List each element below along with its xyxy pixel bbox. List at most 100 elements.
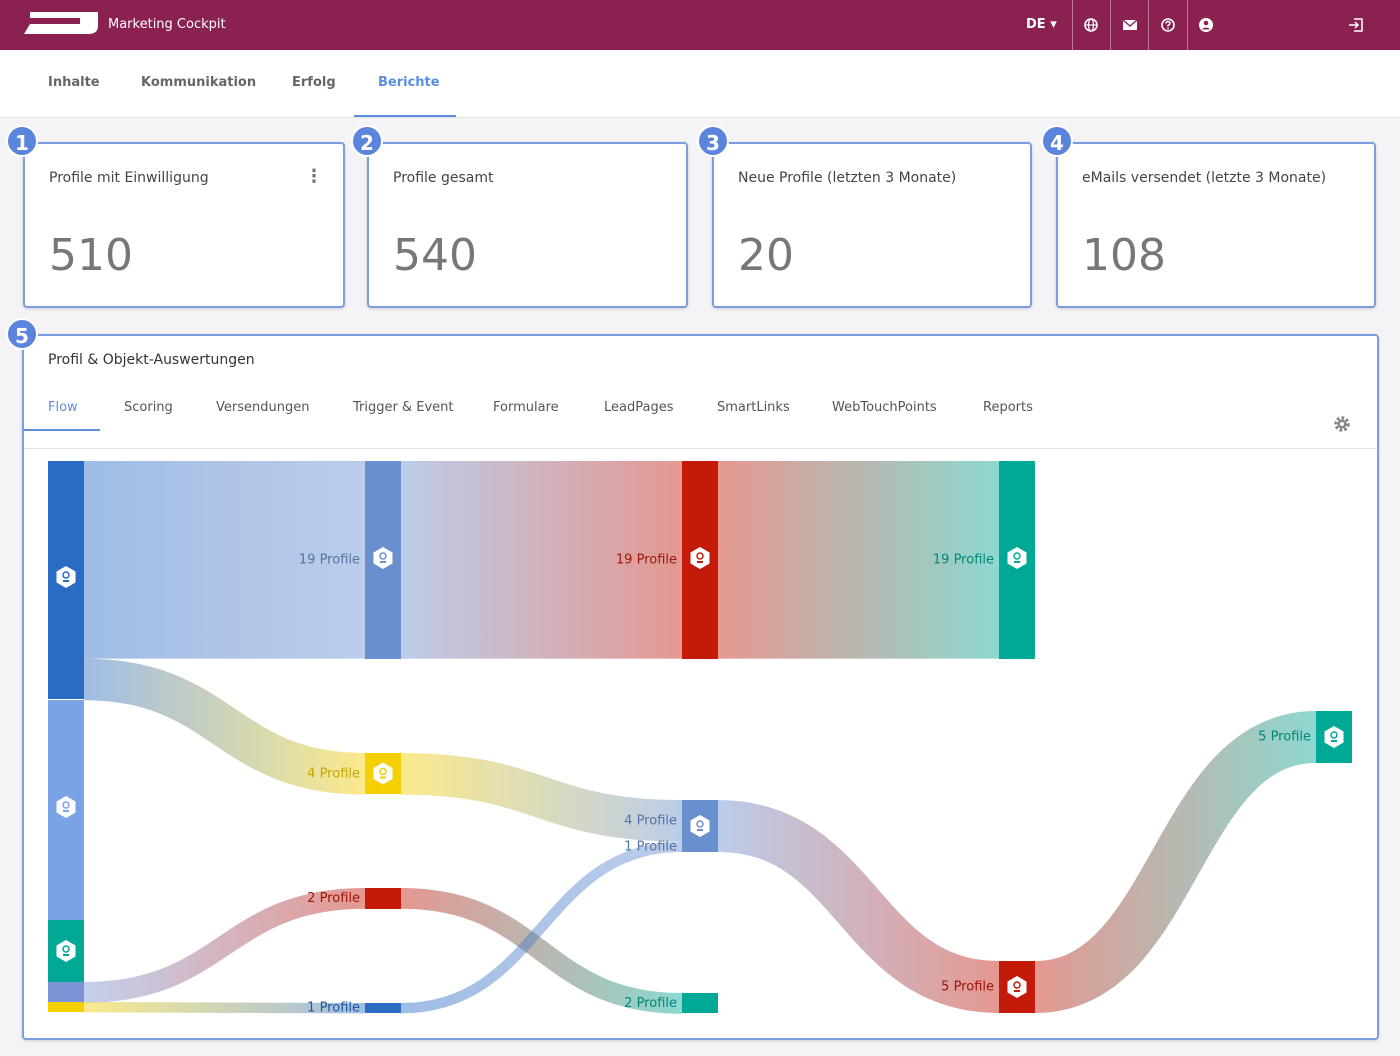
node-icon-base bbox=[1014, 561, 1020, 563]
tab-underline bbox=[354, 115, 456, 117]
language-select[interactable]: DE ▾ bbox=[1026, 17, 1057, 32]
badge: 3 bbox=[697, 125, 729, 157]
nav-tab[interactable]: Erfolg bbox=[292, 75, 336, 90]
kpi-title: eMails versendet (letzte 3 Monate) bbox=[1082, 170, 1327, 186]
panel-tab[interactable]: LeadPages bbox=[604, 400, 674, 415]
flow-label: 1 Profile bbox=[307, 1001, 360, 1016]
flow-link bbox=[400, 888, 683, 1014]
panel-tab[interactable]: Formulare bbox=[493, 400, 559, 415]
node-icon-base bbox=[380, 561, 386, 563]
panel-tab[interactable]: SmartLinks bbox=[717, 400, 790, 415]
node-icon-dot bbox=[379, 552, 387, 560]
kpi-value: 510 bbox=[49, 230, 133, 281]
separator bbox=[1187, 0, 1188, 50]
node-icon-base bbox=[1014, 990, 1020, 992]
node-icon-dot bbox=[1013, 552, 1021, 560]
node-icon bbox=[690, 547, 710, 569]
node-icon bbox=[56, 566, 76, 588]
nav-bar: Inhalte Kommunikation Erfolg Berichte bbox=[0, 50, 1400, 118]
node-icon-dot bbox=[696, 820, 704, 828]
kpi-card: Neue Profile (letzten 3 Monate) 20 bbox=[712, 142, 1032, 308]
node-icon-base bbox=[697, 829, 703, 831]
globe-icon[interactable] bbox=[1083, 17, 1099, 33]
flow-link bbox=[1033, 711, 1318, 1013]
kpi-value: 540 bbox=[393, 230, 477, 281]
flow-link bbox=[83, 658, 366, 795]
tab-underline bbox=[24, 429, 100, 431]
brand: Marketing Cockpit bbox=[108, 17, 226, 32]
user-icon[interactable] bbox=[1198, 17, 1214, 33]
nav-tab[interactable]: Inhalte bbox=[48, 75, 100, 90]
node-icon-dot bbox=[379, 767, 387, 776]
flow-label: 2 Profile bbox=[307, 891, 360, 906]
flow-label: 19 Profile bbox=[933, 552, 994, 567]
node-icon bbox=[1007, 976, 1027, 998]
badge: 4 bbox=[1041, 125, 1073, 157]
flow-link bbox=[400, 753, 683, 842]
flow-label: 4 Profile bbox=[624, 813, 677, 828]
node-icon bbox=[1007, 547, 1027, 569]
flow-label: 2 Profile bbox=[624, 996, 677, 1011]
flow-node bbox=[682, 993, 718, 1013]
node-icon-base bbox=[1331, 740, 1337, 742]
node-icon-base bbox=[63, 580, 69, 582]
node-icon-dot bbox=[1013, 981, 1021, 989]
node-icon-base bbox=[63, 810, 69, 812]
panel-tab[interactable]: Scoring bbox=[124, 400, 173, 415]
panel-tab[interactable]: WebTouchPoints bbox=[832, 400, 937, 415]
menu-icon[interactable]: ⋮ bbox=[305, 166, 323, 187]
flow-link bbox=[717, 800, 1000, 1013]
kpi-title: Neue Profile (letzten 3 Monate) bbox=[738, 170, 957, 186]
node-icon bbox=[56, 940, 76, 962]
node-icon bbox=[373, 762, 393, 785]
separator bbox=[1148, 0, 1149, 50]
node-icon bbox=[56, 796, 76, 818]
flow-link bbox=[83, 888, 366, 1003]
help-icon[interactable] bbox=[1160, 17, 1176, 33]
node-icon bbox=[1324, 726, 1344, 748]
badge: 5 bbox=[6, 318, 38, 350]
panel-tab[interactable]: Trigger & Event bbox=[353, 400, 454, 415]
flow-label: 19 Profile bbox=[299, 552, 360, 567]
flow-node bbox=[365, 1003, 401, 1013]
node-icon-base bbox=[63, 954, 69, 956]
node-icon-base bbox=[697, 561, 703, 563]
mail-icon[interactable] bbox=[1122, 18, 1138, 32]
kpi-value: 20 bbox=[738, 230, 794, 281]
flow-label: 1 Profile bbox=[624, 839, 677, 854]
nav-tab[interactable]: Berichte bbox=[378, 75, 440, 90]
flow-node bbox=[48, 982, 84, 1002]
flow-label: 5 Profile bbox=[941, 980, 994, 995]
node-icon bbox=[373, 547, 393, 569]
separator bbox=[1110, 0, 1111, 50]
logo bbox=[24, 12, 98, 34]
badge: 1 bbox=[6, 125, 38, 157]
node-icon-dot bbox=[696, 552, 704, 560]
kpi-title: Profile mit Einwilligung bbox=[49, 170, 209, 186]
node-icon-dot bbox=[62, 945, 70, 953]
node-icon-base bbox=[380, 776, 386, 779]
panel-tab[interactable]: Flow bbox=[48, 400, 78, 415]
divider bbox=[24, 448, 1377, 449]
panel-title: Profil & Objekt-Auswertungen bbox=[48, 352, 255, 368]
kpi-value: 108 bbox=[1082, 230, 1166, 281]
flow-link bbox=[83, 1002, 366, 1014]
panel-tab[interactable]: Reports bbox=[983, 400, 1033, 415]
settings-icon[interactable] bbox=[1333, 415, 1351, 433]
kpi-card: eMails versendet (letzte 3 Monate) 108 bbox=[1056, 142, 1376, 308]
node-icon-dot bbox=[62, 571, 70, 579]
logout-icon[interactable] bbox=[1348, 17, 1364, 33]
node-icon-dot bbox=[62, 801, 70, 809]
flow-node bbox=[365, 888, 401, 909]
kpi-card: Profile mit Einwilligung ⋮ 510 bbox=[23, 142, 345, 308]
separator bbox=[1072, 0, 1073, 50]
flow-label: 19 Profile bbox=[616, 552, 677, 567]
kpi-title: Profile gesamt bbox=[393, 170, 494, 186]
header: Marketing Cockpit DE ▾ bbox=[0, 0, 1400, 50]
badge: 2 bbox=[351, 125, 383, 157]
kpi-card: Profile gesamt 540 bbox=[367, 142, 688, 308]
nav-tab[interactable]: Kommunikation bbox=[141, 75, 257, 90]
flow-label: 5 Profile bbox=[1258, 730, 1311, 745]
panel-tab[interactable]: Versendungen bbox=[216, 400, 310, 415]
